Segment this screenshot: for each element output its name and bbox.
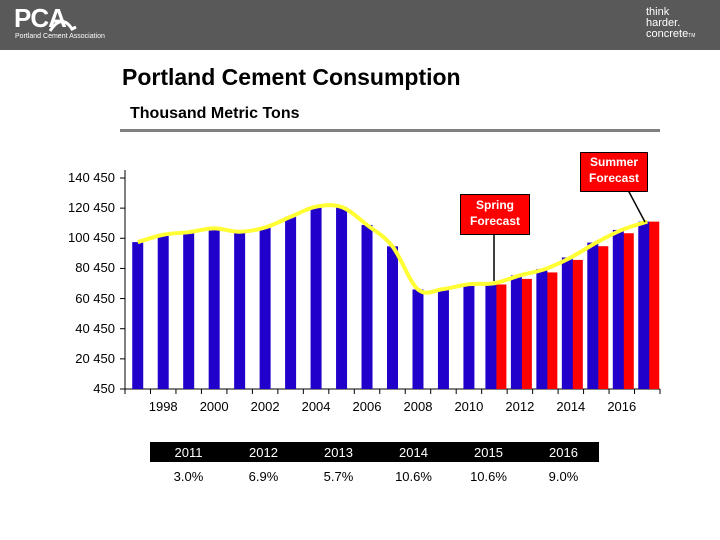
actual-bar: [157, 234, 169, 389]
actual-bar: [132, 242, 144, 389]
growth-rate: 6.9%: [248, 469, 279, 484]
growth-rate: 3.0%: [173, 469, 204, 484]
growth-year: 2015: [474, 445, 503, 460]
y-tick-label: 100 450: [68, 230, 115, 246]
slogan-line-2: harder.: [646, 17, 681, 29]
growth-year: 2014: [399, 445, 428, 460]
actual-bar: [208, 228, 220, 389]
trademark-mark: TM: [688, 33, 696, 39]
actual-bar: [638, 221, 650, 389]
x-tick-label: 2016: [607, 399, 637, 414]
actual-bar: [361, 224, 373, 389]
slogan-line-3: concreteTM: [646, 28, 696, 40]
x-tick-label: 2006: [352, 399, 382, 414]
pca-tagline: Portland Cement Association: [15, 33, 105, 40]
actual-bar: [183, 232, 195, 389]
spring-forecast-callout: Spring Forecast: [460, 194, 530, 235]
forecast-bar: [648, 221, 660, 389]
actual-bar: [463, 284, 475, 389]
y-tick-label: 120 450: [68, 200, 115, 216]
slogan: think harder. concreteTM: [646, 7, 695, 42]
growth-rate: 5.7%: [323, 469, 354, 484]
y-tick-label: 60 450: [75, 290, 115, 306]
actual-bar: [412, 289, 424, 389]
growth-table-header: [150, 442, 599, 462]
y-tick-label: 20 450: [75, 350, 115, 366]
growth-year: 2012: [249, 445, 278, 460]
forecast-bar: [495, 284, 507, 389]
actual-bar: [587, 242, 599, 389]
page-title: Portland Cement Consumption: [122, 64, 461, 90]
x-tick-label: 2002: [250, 399, 280, 414]
x-tick-label: 2014: [556, 399, 586, 414]
y-tick-label: 80 450: [75, 260, 115, 276]
growth-year: 2011: [174, 445, 203, 460]
y-tick-label: 40 450: [75, 320, 115, 336]
forecast-bar: [622, 233, 634, 389]
actual-bar: [336, 207, 348, 389]
y-tick-label: 140 450: [68, 170, 115, 185]
x-tick-label: 2004: [301, 399, 331, 414]
title-divider: [120, 129, 660, 132]
actual-bar: [437, 289, 449, 389]
forecast-bar: [520, 278, 532, 389]
y-tick-label: 450: [93, 381, 115, 396]
actual-bar: [510, 275, 522, 389]
trend-line: [137, 203, 648, 295]
actual-bar: [485, 283, 497, 389]
actual-bar: [387, 246, 398, 389]
summer-forecast-callout: Summer Forecast: [580, 152, 648, 192]
actual-bar: [612, 229, 624, 389]
forecast-bar: [571, 259, 583, 389]
growth-year: 2016: [549, 445, 578, 460]
growth-year: 2013: [324, 445, 353, 460]
actual-bar: [536, 268, 548, 389]
x-tick-label: 2008: [403, 399, 433, 414]
x-tick-label: 2000: [199, 399, 229, 414]
slogan-line-1: think: [646, 6, 670, 18]
actual-bar: [259, 227, 271, 389]
summer-callout-pointer: [627, 189, 646, 223]
actual-bar: [285, 216, 297, 389]
actual-bar: [234, 231, 246, 389]
growth-rate: 10.6%: [395, 469, 432, 484]
growth-rate: 10.6%: [470, 469, 507, 484]
forecast-bar: [546, 272, 558, 389]
growth-rate: 9.0%: [548, 469, 579, 484]
x-tick-label: 2010: [454, 399, 484, 414]
actual-bar: [310, 206, 322, 389]
header-bar: PCA Portland Cement Association think ha…: [0, 0, 720, 50]
forecast-bar: [597, 246, 609, 389]
pca-logo-swoosh-icon: [48, 20, 77, 32]
x-tick-label: 1998: [148, 399, 178, 414]
page-subtitle: Thousand Metric Tons: [130, 105, 300, 122]
x-tick-label: 2012: [505, 399, 535, 414]
actual-bar: [561, 257, 573, 389]
pca-logo: PCA: [14, 3, 67, 33]
